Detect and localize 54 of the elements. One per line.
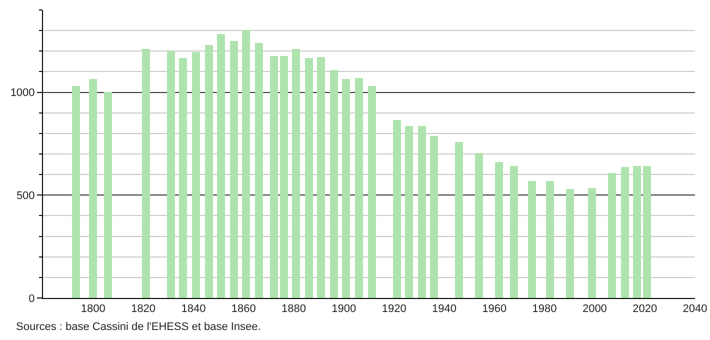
x-tick-label: 2020 [632, 303, 658, 316]
x-tick-label: 1820 [131, 303, 156, 316]
bar [393, 120, 401, 298]
x-tick-label: 2040 [682, 303, 708, 316]
bar [255, 43, 263, 298]
bar [430, 136, 438, 298]
bar [192, 52, 200, 298]
source-note: Sources : base Cassini de l'EHESS et base Insee. [16, 321, 261, 333]
bar [89, 79, 97, 298]
bar [230, 41, 238, 298]
bar [510, 166, 518, 298]
y-tick-label: 0 [28, 292, 35, 305]
x-tick-label: 1920 [382, 303, 406, 316]
bar [142, 49, 150, 298]
bar [566, 189, 574, 298]
bar [418, 126, 426, 298]
y-tick-label: 1000 [10, 87, 35, 100]
bar [342, 79, 350, 298]
bar [330, 70, 338, 298]
x-tick-label: 2000 [582, 303, 607, 316]
x-tick-label: 1880 [282, 303, 306, 316]
bar [292, 49, 300, 298]
bar [528, 181, 536, 298]
bar [217, 34, 225, 298]
bar [495, 162, 503, 298]
bar [305, 58, 313, 298]
bar [179, 58, 187, 298]
bar [588, 188, 596, 298]
bar [405, 126, 413, 298]
x-tick-label: 1860 [231, 303, 256, 316]
bar [455, 142, 463, 298]
x-tick-label: 1840 [181, 303, 206, 316]
x-tick-label: 1980 [532, 303, 557, 316]
y-tick-label: 500 [16, 190, 35, 202]
bar [104, 92, 112, 298]
bar [643, 166, 651, 298]
bar [270, 56, 278, 298]
bar [368, 86, 376, 298]
x-tick-label: 1960 [482, 303, 507, 316]
bar [317, 57, 325, 298]
bar [355, 78, 363, 298]
bar [242, 30, 250, 298]
bar [280, 56, 288, 298]
bar [167, 51, 175, 298]
bar [608, 173, 616, 298]
bar [205, 45, 213, 298]
bar [546, 181, 554, 298]
x-tick-label: 1900 [332, 303, 356, 316]
bar [475, 153, 483, 298]
bar [72, 86, 80, 298]
x-tick-label: 1940 [432, 303, 456, 316]
bar [633, 166, 641, 298]
x-tick-label: 1800 [80, 303, 106, 316]
bar [621, 167, 629, 298]
